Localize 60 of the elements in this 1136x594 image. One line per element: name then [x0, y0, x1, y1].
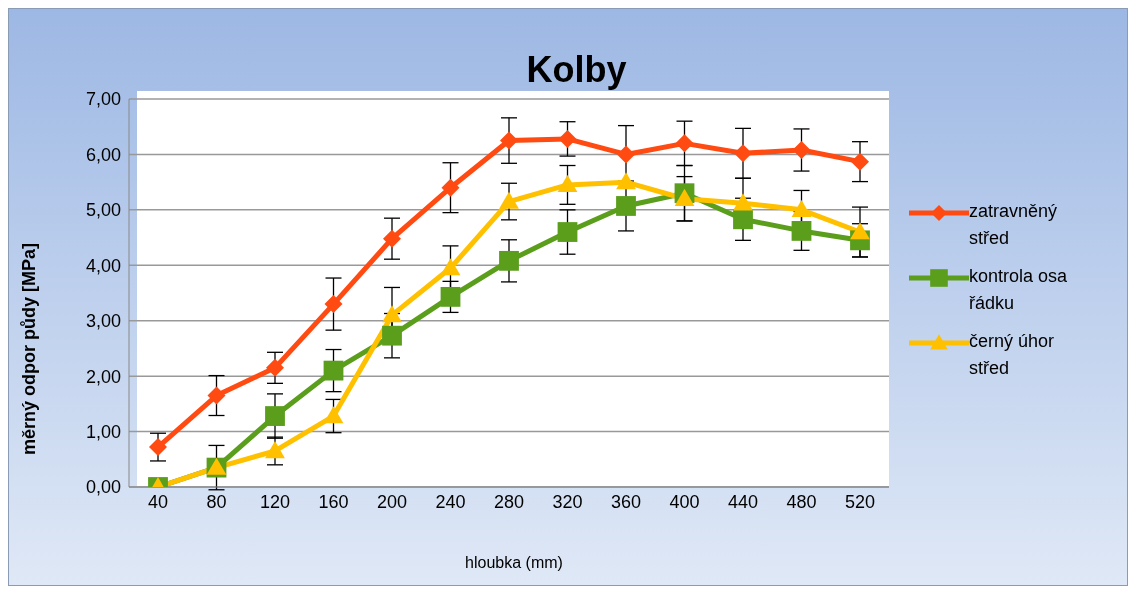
point: [265, 441, 285, 459]
legend-label: zatravněný střed: [969, 199, 1059, 250]
legend-label: kontrola osa řádku: [969, 264, 1069, 315]
point: [617, 145, 635, 164]
y-tick-label: 1,00: [85, 421, 121, 442]
point: [792, 140, 811, 159]
point: [323, 406, 344, 424]
point: [791, 199, 812, 218]
point: [557, 175, 578, 193]
x-tick-label: 320: [552, 491, 583, 512]
point: [558, 129, 577, 148]
x-tick-label: 120: [259, 491, 291, 512]
x-tick-label: 400: [669, 491, 700, 512]
y-tick-label: 3,00: [85, 311, 121, 332]
point: [499, 191, 519, 209]
point: [149, 438, 167, 457]
x-tick-label: 440: [727, 491, 759, 512]
point: [616, 172, 636, 190]
point: [500, 131, 518, 150]
x-tick-label: 160: [318, 491, 349, 512]
y-tick-label: 5,00: [85, 200, 121, 221]
point: [324, 295, 343, 314]
x-tick-label: 520: [844, 491, 876, 512]
point: [616, 196, 636, 216]
point: [675, 134, 694, 153]
point: [557, 222, 578, 242]
point: [674, 188, 695, 206]
y-axis-title: měrný odpor půdy [MPa]: [18, 242, 40, 456]
legend-label: černý úhor střed: [969, 329, 1056, 380]
point: [440, 258, 461, 276]
point: [382, 325, 402, 346]
point: [791, 221, 812, 241]
y-tick-label: 6,00: [85, 144, 121, 165]
point: [499, 250, 519, 271]
y-tick-label: 4,00: [85, 255, 121, 276]
chart-title: Kolby: [525, 49, 628, 91]
point: [851, 152, 869, 171]
x-tick-label: 200: [376, 491, 408, 512]
point: [440, 286, 461, 307]
x-axis-title: hloubka (mm): [464, 554, 564, 572]
point: [382, 305, 402, 323]
point: [265, 406, 285, 426]
y-tick-label: 7,00: [85, 89, 121, 110]
y-tick-label: 2,00: [85, 366, 121, 387]
point: [323, 360, 344, 381]
point: [733, 193, 753, 211]
point: [734, 144, 752, 163]
point: [383, 229, 401, 248]
point: [733, 209, 753, 230]
point: [266, 358, 284, 377]
y-tick-label: 0,00: [85, 477, 121, 498]
x-tick-label: 80: [206, 491, 227, 512]
x-tick-label: 360: [610, 491, 642, 512]
x-tick-label: 240: [435, 491, 466, 512]
x-tick-label: 480: [786, 491, 817, 512]
x-tick-label: 40: [147, 491, 169, 512]
point: [441, 178, 460, 197]
x-tick-label: 280: [493, 491, 525, 512]
point: [850, 222, 870, 240]
point: [207, 386, 226, 405]
